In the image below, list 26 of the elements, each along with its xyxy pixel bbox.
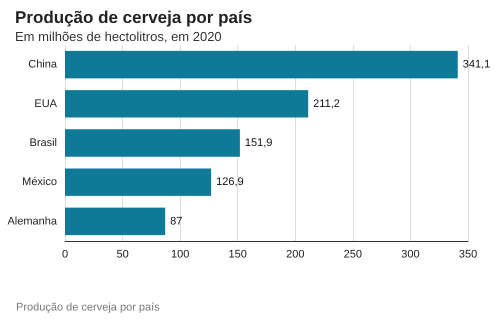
y-tick-label: China xyxy=(28,58,58,71)
data-label: 341,1 xyxy=(462,58,490,71)
data-label: 87 xyxy=(170,215,182,228)
bar xyxy=(65,90,308,118)
y-tick-label: Brasil xyxy=(29,137,57,149)
x-tick-label: 300 xyxy=(401,248,420,260)
y-tick-label: México xyxy=(22,176,57,188)
y-tick-label: Alemanha xyxy=(7,215,58,228)
x-tick-label: 100 xyxy=(170,248,190,260)
chart-title: Produção de cerveja por país xyxy=(15,8,252,27)
x-tick-label: 350 xyxy=(458,248,478,260)
x-tick-label: 150 xyxy=(228,248,247,260)
x-tick-label: 50 xyxy=(116,248,129,260)
text: Produção de cerveja por país xyxy=(16,302,160,314)
x-tick-label: 200 xyxy=(286,248,304,260)
x-tick-label: 0 xyxy=(62,248,68,260)
data-label: 126,9 xyxy=(216,176,244,188)
y-tick-label: EUA xyxy=(34,98,58,110)
chart-subtitle: Em milhões de hectolitros, em 2020 xyxy=(15,29,222,44)
data-label: 211,2 xyxy=(313,98,340,110)
bar xyxy=(65,50,458,78)
data-label: 151,9 xyxy=(244,137,272,149)
bar xyxy=(65,129,240,157)
bar xyxy=(65,208,166,236)
bar xyxy=(65,168,212,196)
x-tick-label: 250 xyxy=(344,248,362,260)
